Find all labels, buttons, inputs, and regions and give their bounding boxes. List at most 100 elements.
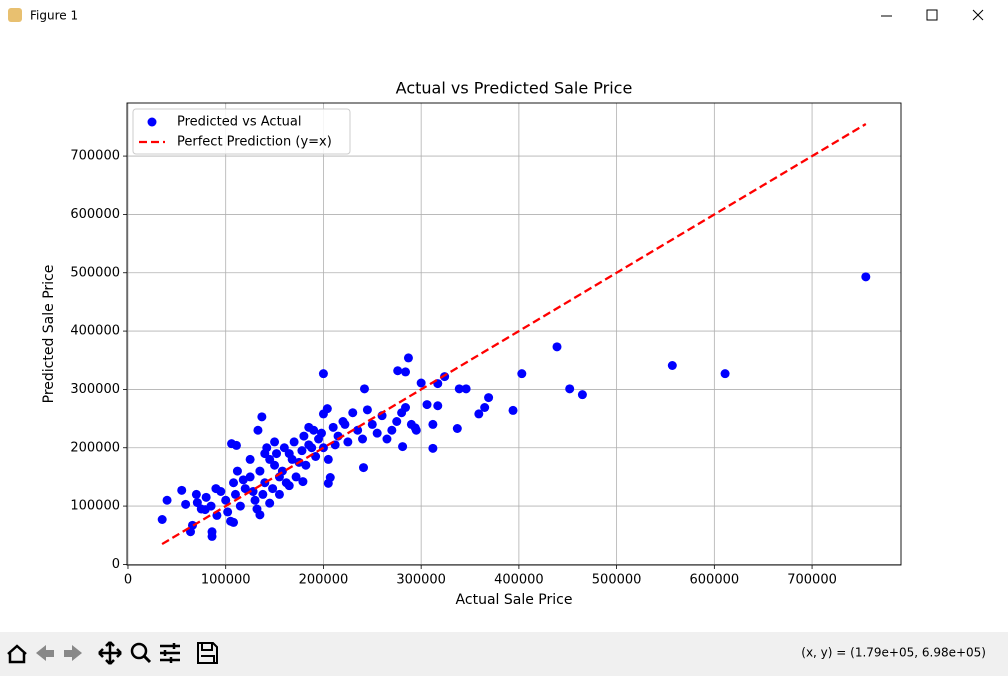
point [372, 428, 382, 438]
point [411, 425, 421, 435]
close-button[interactable] [972, 9, 984, 21]
point [565, 384, 575, 394]
point [508, 405, 518, 415]
legend-label: Perfect Prediction (y=x) [177, 135, 332, 150]
plot: 0 100000 200000 300000 400000 500000 600000 700… [41, 79, 902, 608]
point [274, 489, 284, 499]
point [227, 439, 237, 449]
point [260, 449, 270, 459]
point [253, 425, 263, 435]
point [307, 443, 317, 453]
point [258, 489, 268, 499]
y-tick-label: 500000 [70, 265, 120, 280]
x-tick-label: 0 [124, 573, 132, 588]
point [720, 369, 730, 379]
x-tick-label: 300000 [396, 573, 446, 588]
point [323, 478, 333, 488]
legend-box [132, 108, 351, 155]
point [191, 489, 201, 499]
point [667, 361, 677, 370]
point [416, 378, 426, 388]
point [392, 417, 402, 426]
point [221, 495, 231, 505]
point [270, 437, 280, 447]
point [201, 492, 211, 502]
configure-button[interactable] [160, 643, 180, 663]
point [301, 460, 311, 470]
point [268, 484, 278, 494]
maximize-button[interactable] [926, 9, 938, 21]
window-title: Figure 1 [30, 9, 78, 23]
point [287, 454, 297, 464]
y-tick-label: 300000 [70, 382, 120, 397]
point [235, 501, 245, 511]
x-tick-label: 100000 [201, 573, 251, 588]
status-text: (x, y) = (1.79e+05, 6.98e+05) [801, 646, 986, 660]
y-tick-label: 0 [112, 557, 120, 572]
point [229, 478, 239, 488]
chart-title: Actual vs Predicted Sale Price [396, 79, 633, 98]
y-tick-label: 100000 [70, 499, 120, 514]
zoom-button[interactable] [130, 642, 148, 660]
point [428, 443, 438, 453]
point [328, 422, 338, 432]
point [348, 408, 358, 418]
point [289, 437, 299, 447]
forward-button[interactable] [64, 645, 82, 661]
point [207, 527, 217, 537]
point [367, 419, 377, 429]
point [229, 517, 239, 527]
reference-line [161, 123, 867, 546]
point [461, 384, 471, 394]
save-button[interactable] [197, 642, 218, 664]
point [340, 419, 350, 429]
point [861, 272, 871, 282]
point [157, 515, 167, 524]
point [162, 495, 172, 505]
title-bar [0, 0, 1008, 31]
point [284, 481, 294, 491]
point [452, 424, 462, 433]
x-tick-label: 700000 [787, 573, 837, 588]
point [291, 472, 301, 482]
point [397, 408, 407, 418]
point [187, 520, 197, 530]
point [304, 422, 314, 432]
back-button[interactable] [36, 645, 54, 661]
point [316, 428, 326, 438]
point [484, 393, 494, 403]
home-button[interactable] [7, 644, 27, 664]
legend: Predicted vs Actual Perfect Prediction (y… [132, 108, 351, 155]
y-tick-label: 200000 [70, 440, 120, 455]
point [255, 466, 265, 476]
y-tick-label: 600000 [70, 207, 120, 222]
point [362, 405, 372, 415]
point [245, 454, 255, 464]
x-tick-label: 200000 [299, 573, 349, 588]
axes-frame [126, 102, 902, 566]
point [298, 477, 308, 487]
legend-label: Predicted vs Actual [177, 115, 301, 130]
point [257, 412, 267, 422]
point [480, 403, 490, 412]
point [318, 369, 328, 379]
point [401, 367, 411, 377]
point [359, 384, 369, 394]
pan-button[interactable] [98, 641, 122, 665]
point [255, 510, 265, 520]
point [299, 431, 309, 441]
point [382, 434, 392, 444]
point [232, 466, 242, 476]
legend-marker [147, 117, 157, 127]
point [422, 400, 432, 410]
x-tick-label: 400000 [494, 573, 544, 588]
point [433, 401, 443, 411]
y-axis-label: Predicted Sale Price [41, 265, 57, 404]
point [250, 495, 260, 505]
point [474, 409, 484, 419]
point [318, 409, 328, 419]
point [238, 475, 248, 485]
point [454, 384, 464, 394]
